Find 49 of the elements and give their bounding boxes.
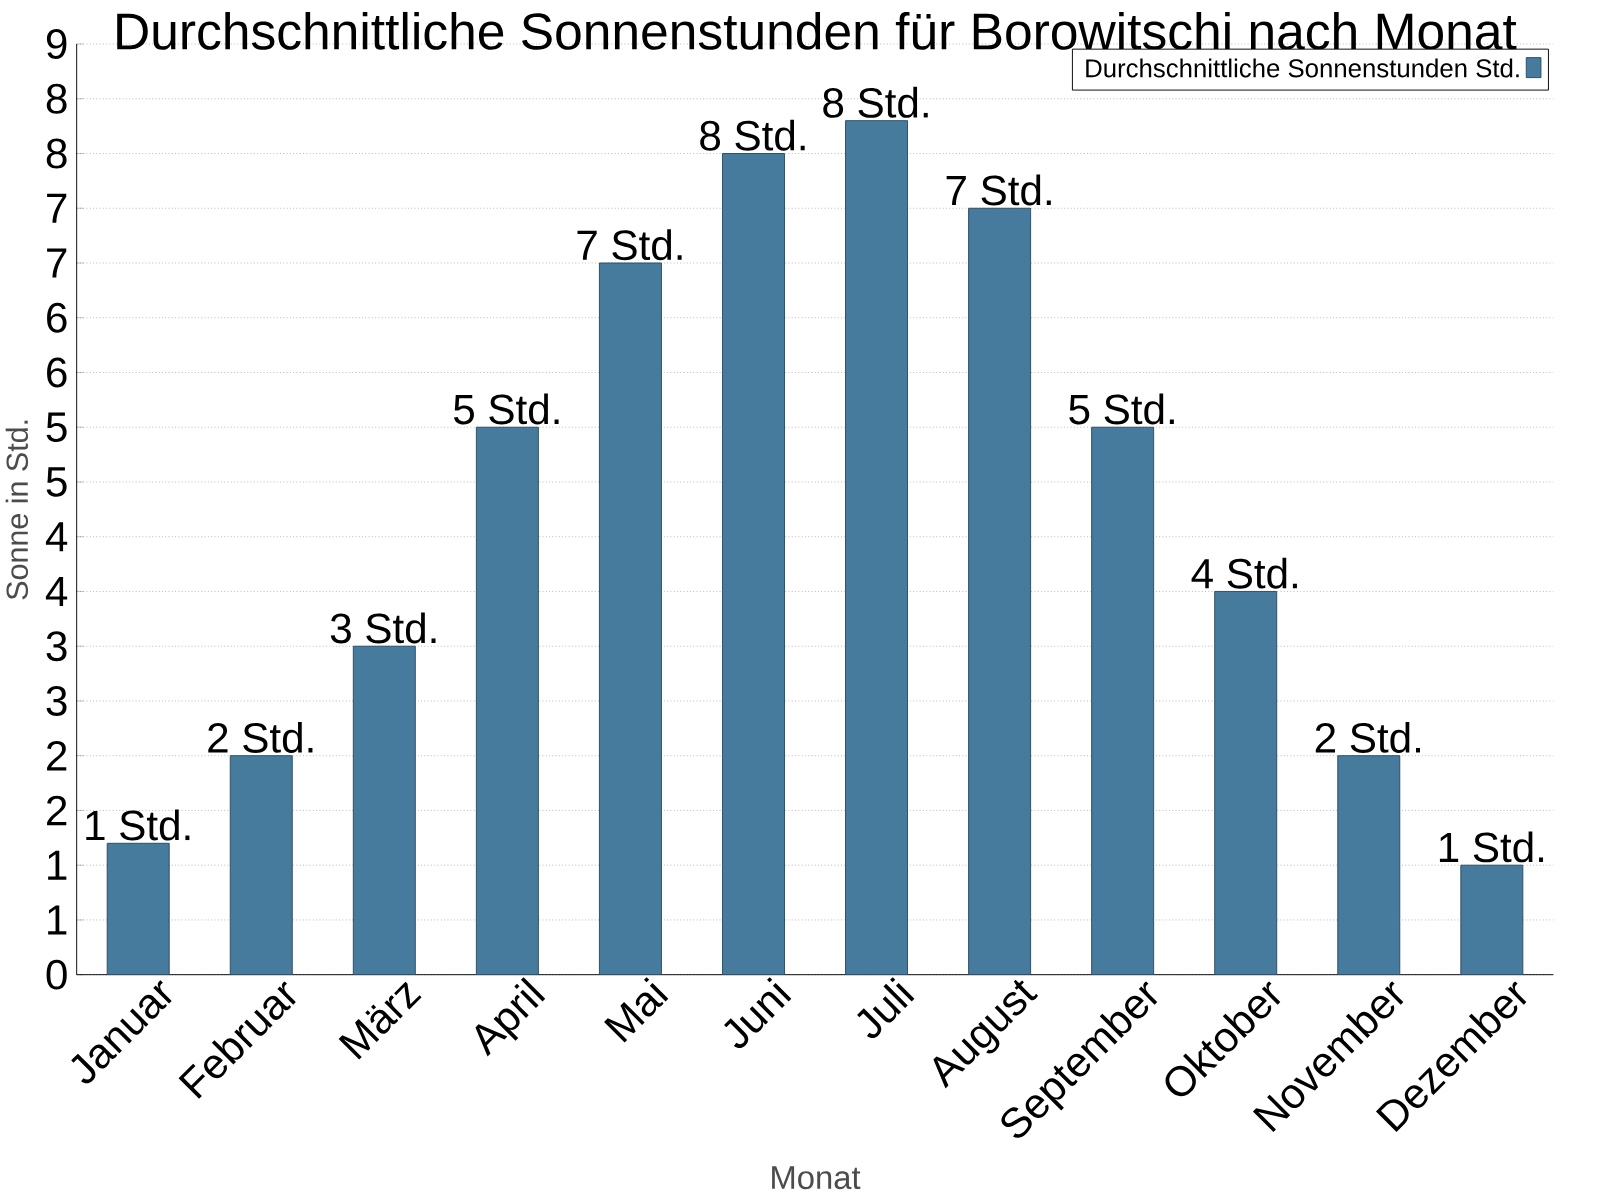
y-tick-label: 6 [47, 357, 67, 388]
bar [598, 262, 662, 975]
data-label: 4 Std. [1191, 557, 1297, 589]
bar [722, 153, 785, 975]
y-tick-label: 3 [46, 686, 67, 716]
bar [1214, 591, 1278, 975]
bar [475, 426, 539, 975]
data-label: 8 Std. [823, 86, 928, 118]
y-tick-label: 9 [46, 29, 67, 59]
data-label: 2 Std. [1315, 721, 1420, 753]
x-tick-label: Juni [724, 977, 792, 1048]
bar [1460, 864, 1524, 975]
y-tick-label: 2 [47, 740, 67, 771]
data-label: 5 Std. [453, 393, 559, 425]
data-label: 2 Std. [208, 721, 313, 753]
legend-label: Durchschnittliche Sonnenstunden Std. [1086, 58, 1519, 78]
y-tick-label: 4 [45, 522, 68, 552]
data-label: 7 Std. [577, 229, 682, 261]
bar [352, 645, 416, 975]
x-axis-title: Monat [772, 1166, 861, 1190]
y-tick-label: 1 [48, 905, 67, 935]
bar [845, 120, 909, 975]
y-tick-label: 8 [46, 138, 67, 169]
y-tick-label: 8 [46, 83, 67, 114]
bar [1091, 426, 1155, 975]
data-label: 7 Std. [946, 174, 1051, 206]
y-tick-label: 5 [46, 412, 67, 442]
y-tick-label: 7 [47, 193, 67, 223]
x-tick-label: Juli [857, 977, 915, 1039]
y-tick-label: 4 [45, 576, 68, 606]
y-tick-label: 6 [47, 302, 67, 333]
data-label: 3 Std. [330, 612, 436, 644]
y-axis-title: Sonne in Std. [5, 420, 29, 600]
y-tick-label: 7 [47, 248, 67, 278]
data-label: 1 Std. [1439, 831, 1544, 863]
x-tick-label: Mai [604, 977, 669, 1043]
bar [1337, 755, 1401, 975]
data-label: 8 Std. [700, 119, 805, 151]
bar [229, 755, 293, 975]
bar [106, 842, 170, 975]
y-tick-label: 3 [46, 631, 67, 662]
y-tick-label: 2 [47, 795, 67, 826]
y-tick-label: 1 [48, 850, 67, 880]
y-tick-label: 5 [46, 467, 67, 497]
data-label: 1 Std. [86, 809, 190, 841]
data-label: 5 Std. [1069, 393, 1174, 425]
chart-title: Durchschnittliche Sonnenstunden für Borowitschi nach Monat [117, 11, 1517, 50]
y-tick-label: 0 [46, 959, 67, 990]
bar [968, 207, 1032, 975]
